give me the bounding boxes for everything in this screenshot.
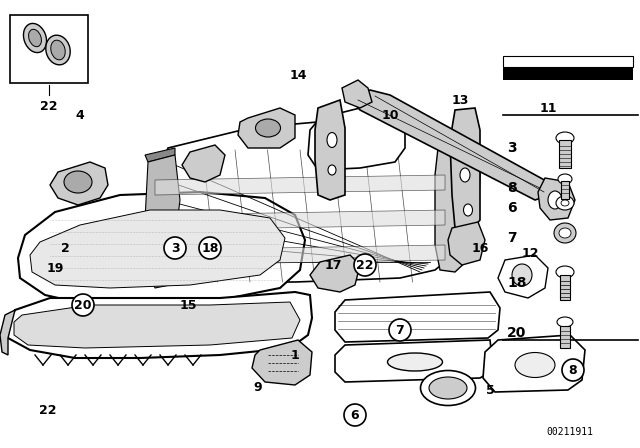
Polygon shape [310, 255, 360, 292]
Ellipse shape [554, 223, 576, 243]
Polygon shape [145, 120, 475, 290]
Polygon shape [8, 292, 312, 358]
Text: 18: 18 [507, 276, 527, 290]
Polygon shape [342, 80, 372, 108]
Polygon shape [435, 128, 480, 272]
Polygon shape [335, 340, 492, 382]
Text: 22: 22 [40, 100, 58, 113]
Polygon shape [155, 245, 445, 265]
Ellipse shape [559, 228, 571, 238]
Text: 6: 6 [351, 409, 359, 422]
Ellipse shape [24, 23, 47, 52]
Text: 15: 15 [179, 298, 196, 311]
Bar [503, 68, 633, 80]
Text: 3: 3 [507, 141, 516, 155]
Text: 00211911: 00211911 [547, 427, 593, 437]
Text: 14: 14 [289, 69, 307, 82]
Text: 5: 5 [486, 383, 494, 396]
Polygon shape [350, 90, 550, 200]
Polygon shape [315, 100, 345, 200]
Ellipse shape [387, 353, 442, 371]
Ellipse shape [460, 138, 470, 152]
Ellipse shape [515, 353, 555, 378]
Ellipse shape [460, 168, 470, 182]
Text: 10: 10 [381, 108, 399, 121]
Ellipse shape [548, 191, 562, 209]
Ellipse shape [558, 174, 572, 184]
Text: 2: 2 [61, 241, 69, 254]
Text: 17: 17 [324, 258, 342, 271]
Polygon shape [145, 155, 180, 288]
Text: 20: 20 [507, 326, 526, 340]
Text: 7: 7 [507, 231, 516, 245]
Polygon shape [483, 335, 585, 392]
Circle shape [389, 319, 411, 341]
Ellipse shape [327, 133, 337, 147]
Ellipse shape [556, 132, 574, 144]
Text: 8: 8 [507, 181, 516, 195]
Text: 16: 16 [471, 241, 489, 254]
Polygon shape [498, 255, 548, 298]
Polygon shape [145, 148, 175, 162]
Ellipse shape [420, 370, 476, 405]
Text: 9: 9 [253, 380, 262, 393]
Bar [559, 140, 571, 168]
Text: 1: 1 [291, 349, 300, 362]
Text: 13: 13 [451, 94, 468, 107]
Polygon shape [0, 310, 15, 355]
Bar [560, 326, 570, 348]
Text: 18: 18 [202, 241, 219, 254]
Text: 6: 6 [507, 201, 516, 215]
Circle shape [164, 237, 186, 259]
Text: 8: 8 [569, 363, 577, 376]
Bar [560, 275, 570, 300]
Ellipse shape [561, 200, 569, 206]
Polygon shape [252, 340, 312, 385]
Polygon shape [182, 145, 225, 182]
Ellipse shape [64, 171, 92, 193]
Bar [503, 56, 633, 67]
Polygon shape [335, 292, 500, 342]
Text: 11: 11 [540, 102, 557, 115]
Polygon shape [155, 210, 445, 230]
Text: 4: 4 [76, 108, 84, 121]
Ellipse shape [556, 196, 574, 210]
Ellipse shape [46, 35, 70, 65]
Ellipse shape [255, 119, 280, 137]
Text: 19: 19 [46, 262, 64, 275]
Ellipse shape [429, 377, 467, 399]
Polygon shape [448, 222, 485, 265]
Polygon shape [50, 162, 108, 205]
Text: 22: 22 [356, 258, 374, 271]
Ellipse shape [328, 165, 336, 175]
Polygon shape [18, 192, 305, 305]
Text: 22: 22 [39, 404, 57, 417]
Polygon shape [14, 302, 300, 348]
Polygon shape [308, 108, 405, 170]
Polygon shape [450, 108, 480, 232]
Circle shape [199, 237, 221, 259]
FancyBboxPatch shape [10, 15, 88, 83]
Circle shape [562, 359, 584, 381]
Polygon shape [155, 175, 445, 195]
Ellipse shape [29, 29, 42, 47]
Bar [561, 181, 569, 199]
Circle shape [354, 254, 376, 276]
Circle shape [344, 404, 366, 426]
Ellipse shape [51, 40, 65, 60]
Polygon shape [30, 210, 285, 288]
Text: 12: 12 [521, 246, 539, 259]
Ellipse shape [512, 264, 532, 286]
Polygon shape [238, 108, 295, 148]
Text: 7: 7 [396, 323, 404, 336]
Ellipse shape [557, 317, 573, 327]
Ellipse shape [556, 266, 574, 278]
Text: 20: 20 [74, 298, 92, 311]
Circle shape [72, 294, 94, 316]
Ellipse shape [463, 204, 472, 216]
Text: 3: 3 [171, 241, 179, 254]
Polygon shape [538, 178, 575, 220]
